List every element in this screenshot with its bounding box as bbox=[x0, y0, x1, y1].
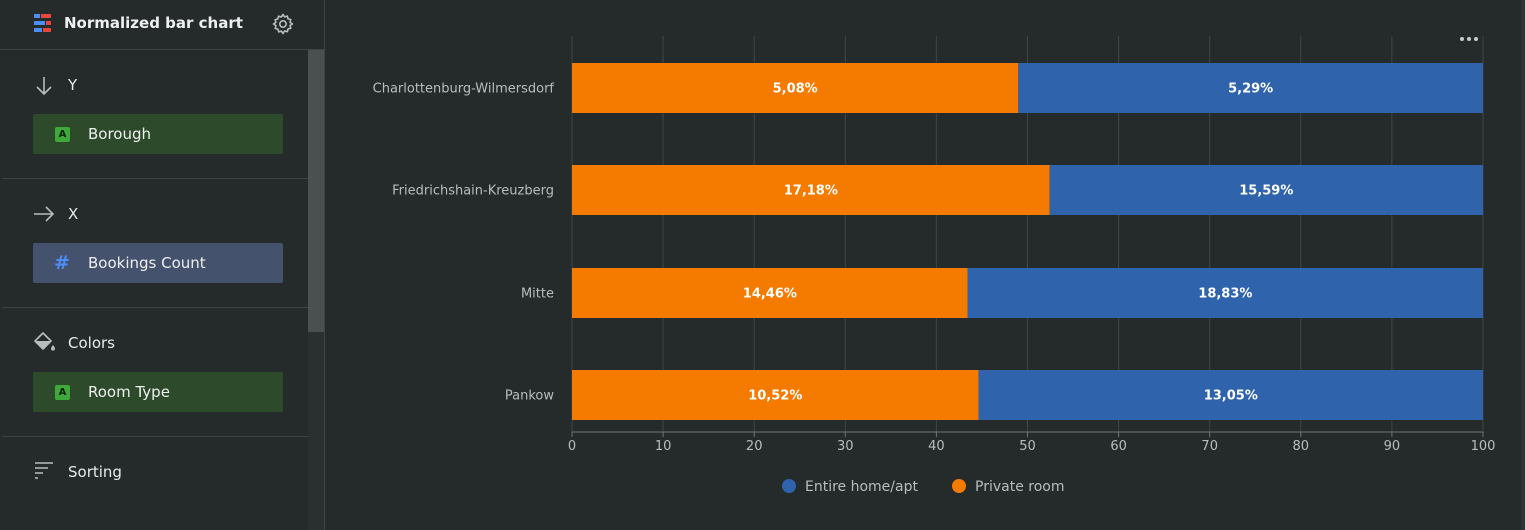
legend-marker bbox=[782, 479, 796, 493]
x-tick-label: 30 bbox=[837, 439, 854, 454]
bar-segment bbox=[1049, 165, 1483, 215]
x-tick-label: 50 bbox=[1019, 439, 1036, 454]
normalized-bar-chart: 0 10 20 30 40 50 60 70 80 90 100 Charlottenburg-Wil… bbox=[373, 36, 1496, 495]
sort-icon bbox=[35, 462, 53, 479]
x-tick-label: 80 bbox=[1293, 439, 1310, 454]
x-field-chip[interactable]: # Bookings Count bbox=[33, 243, 283, 283]
y-axis-label: Y bbox=[68, 76, 78, 94]
x-tick-label: 0 bbox=[568, 439, 576, 454]
gear-icon[interactable] bbox=[271, 12, 295, 36]
bar-value-label: 10,52% bbox=[748, 389, 802, 404]
y-category-label: Pankow bbox=[505, 389, 554, 404]
bar-segment bbox=[572, 165, 1050, 215]
bar-segment bbox=[1018, 63, 1483, 113]
colors-field-label: Room Type bbox=[88, 383, 170, 401]
bar-segment bbox=[572, 268, 968, 318]
bar-segment bbox=[572, 370, 979, 420]
bar-value-label: 14,46% bbox=[743, 287, 797, 302]
x-field-label: Bookings Count bbox=[88, 254, 206, 272]
dimension-badge-icon: A bbox=[55, 126, 70, 142]
dimension-badge-icon: A bbox=[55, 384, 70, 400]
bar-value-label: 17,18% bbox=[784, 184, 838, 199]
y-category-label: Mitte bbox=[521, 287, 554, 302]
bar-value-label: 5,08% bbox=[773, 82, 818, 97]
x-tick-label: 90 bbox=[1384, 439, 1401, 454]
measure-hash-icon: # bbox=[54, 251, 70, 274]
paint-bucket-icon bbox=[34, 332, 55, 351]
bar-value-label: 15,59% bbox=[1239, 184, 1293, 199]
colors-label: Colors bbox=[68, 334, 115, 352]
sidebar: Normalized bar chart Y A Borough bbox=[0, 0, 325, 530]
bar-segment bbox=[978, 370, 1483, 420]
bar-segment bbox=[967, 268, 1483, 318]
bar-segment bbox=[572, 63, 1019, 113]
y-field-chip[interactable]: A Borough bbox=[33, 114, 283, 154]
chart-area: 0 10 20 30 40 50 60 70 80 90 100 Charlottenburg-Wil… bbox=[325, 0, 1525, 530]
x-tick-label: 20 bbox=[746, 439, 763, 454]
x-tick-label: 70 bbox=[1201, 439, 1218, 454]
legend-marker bbox=[952, 479, 966, 493]
chart-type-title: Normalized bar chart bbox=[64, 14, 243, 32]
y-field-label: Borough bbox=[88, 125, 152, 143]
chart-app-icon bbox=[34, 14, 51, 32]
x-axis-label: X bbox=[68, 205, 79, 223]
x-axis-section: X # Bookings Count bbox=[2, 179, 308, 308]
legend-label: Private room bbox=[975, 479, 1064, 495]
x-tick-label: 60 bbox=[1110, 439, 1127, 454]
arrow-down-icon bbox=[36, 77, 52, 96]
bar-value-label: 18,83% bbox=[1198, 287, 1252, 302]
sorting-section: Sorting bbox=[2, 437, 308, 530]
x-tick-label: 10 bbox=[655, 439, 672, 454]
colors-field-chip[interactable]: A Room Type bbox=[33, 372, 283, 412]
x-tick-label: 100 bbox=[1471, 439, 1496, 454]
more-options-icon[interactable] bbox=[1459, 34, 1481, 44]
arrow-right-icon bbox=[34, 206, 55, 222]
bar-value-label: 13,05% bbox=[1204, 389, 1258, 404]
y-axis-section: Y A Borough bbox=[2, 50, 308, 179]
y-category-label: Charlottenburg-Wilmersdorf bbox=[373, 82, 555, 97]
sorting-label: Sorting bbox=[68, 463, 122, 481]
y-category-label: Friedrichshain-Kreuzberg bbox=[392, 184, 554, 199]
legend-label: Entire home/apt bbox=[805, 479, 918, 495]
sidebar-scroll-thumb[interactable] bbox=[308, 50, 324, 332]
x-tick-label: 40 bbox=[928, 439, 945, 454]
sidebar-header: Normalized bar chart bbox=[0, 0, 324, 50]
colors-section: Colors A Room Type bbox=[2, 308, 308, 437]
right-scrollbar bbox=[1521, 0, 1525, 530]
bar-value-label: 5,29% bbox=[1228, 82, 1273, 97]
